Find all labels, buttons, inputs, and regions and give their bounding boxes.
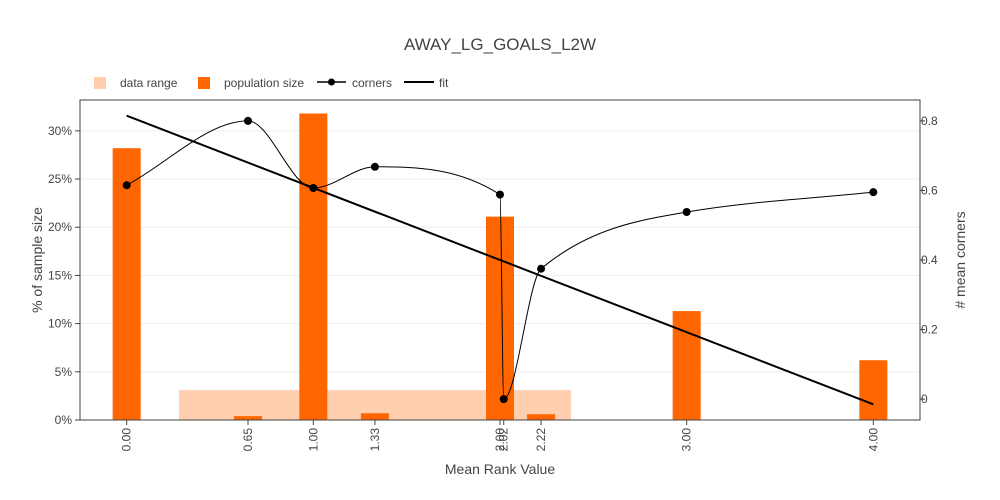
chart-title: AWAY_LG_GOALS_L2W xyxy=(404,35,596,54)
y-right-tick-label: 0.4 xyxy=(921,253,938,267)
legend[interactable]: data range population size corners fit xyxy=(94,76,449,90)
population-bar xyxy=(112,148,141,421)
y-left-tick-label: 20% xyxy=(48,220,72,234)
legend-marker-corners xyxy=(328,78,335,86)
data-range-bar xyxy=(318,390,495,420)
y-right-tick-label: 0.8 xyxy=(921,114,938,128)
corners-point xyxy=(370,162,379,171)
x-tick-label: 1.33 xyxy=(368,428,382,452)
x-tick-label: 2.02 xyxy=(497,428,511,452)
y-right-tick-label: 0.2 xyxy=(921,323,938,337)
population-bar xyxy=(859,360,888,420)
y-left-tick-label: 30% xyxy=(48,124,72,138)
x-tick-label: 1.00 xyxy=(306,428,320,452)
corners-point xyxy=(122,181,131,190)
x-axis-title: Mean Rank Value xyxy=(445,461,555,477)
fit-line xyxy=(126,114,874,406)
x-axis-ticks: 0.00 0.65 1.00 1.33 2.002.02 2.22 3.00 4.00 xyxy=(120,420,880,452)
y-left-tick-label: 10% xyxy=(48,317,72,331)
corners-point xyxy=(869,188,878,197)
x-tick-label: 0.00 xyxy=(120,428,134,452)
legend-swatch-population-size xyxy=(198,77,210,89)
y-right-tick-label: 0.6 xyxy=(921,183,938,197)
legend-label-corners: corners xyxy=(352,76,392,90)
x-tick-label: 2.00 xyxy=(493,428,507,452)
y-right-tick-label: 0 xyxy=(921,392,928,406)
y-axis-left-ticks: 0% 5% 10% 15% 20% 25% 30% xyxy=(48,124,80,427)
corners-line xyxy=(126,120,874,400)
population-bar xyxy=(527,414,556,420)
corners-point xyxy=(537,264,546,273)
corners-point xyxy=(682,208,691,216)
y-left-tick-label: 5% xyxy=(55,365,73,379)
population-bar xyxy=(299,113,328,421)
population-bar xyxy=(234,416,262,420)
x-tick-label: 0.65 xyxy=(241,428,255,452)
y-left-tick-label: 25% xyxy=(48,172,72,186)
corners-point xyxy=(244,116,252,125)
data-range-bar xyxy=(178,390,308,420)
fit-line-layer xyxy=(126,114,874,406)
x-tick-label: 3.00 xyxy=(680,428,694,452)
legend-label-data-range: data range xyxy=(120,76,178,90)
y-axis-right-title: # mean corners xyxy=(952,211,968,308)
corners-point xyxy=(309,184,318,192)
legend-label-fit: fit xyxy=(439,76,449,90)
y-axis-right-ticks: 0 0.2 0.4 0.6 0.8 xyxy=(920,114,938,406)
legend-swatch-data-range xyxy=(94,77,106,89)
population-bar xyxy=(360,413,389,420)
y-axis-left-title: % of sample size xyxy=(29,207,45,313)
population-bar xyxy=(486,216,514,420)
x-tick-label: 4.00 xyxy=(866,428,880,452)
population-bars xyxy=(112,113,888,421)
legend-label-population-size: population size xyxy=(224,76,304,90)
y-left-tick-label: 15% xyxy=(48,268,72,282)
data-range-bars xyxy=(178,390,571,420)
corners-point xyxy=(496,190,504,199)
x-tick-label: 2.22 xyxy=(534,428,548,452)
corners-line-layer xyxy=(122,116,878,404)
corners-point xyxy=(499,395,508,404)
y-left-tick-label: 0% xyxy=(55,413,73,427)
